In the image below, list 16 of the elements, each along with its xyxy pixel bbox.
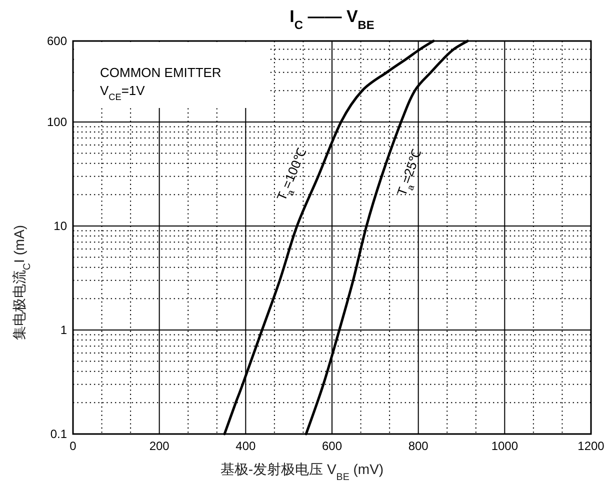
y-tick-label: 600 <box>46 34 68 48</box>
x-tick-label: 1000 <box>491 439 518 453</box>
y-tick-label: 1 <box>60 322 68 337</box>
y-tick-label: 100 <box>46 114 68 129</box>
x-tick-label: 1200 <box>578 439 605 453</box>
x-tick-label: 0 <box>70 439 77 453</box>
annotation: COMMON EMITTER <box>100 65 222 80</box>
x-tick-label: 600 <box>322 439 342 453</box>
y-tick-label: 0.1 <box>50 427 68 441</box>
chart-title: I$_{C}$ —— V$_{BE}$ <box>290 7 374 32</box>
annotation: V$_{CE}$=1V <box>100 83 146 102</box>
x-tick-label: 400 <box>236 439 256 453</box>
x-axis-title: 基极-发射极电压 V$_{BE}$ (mV) <box>220 461 384 482</box>
x-tick-label: 800 <box>408 439 429 453</box>
x-tick-label: 200 <box>149 439 170 453</box>
y-tick-label: 10 <box>54 218 68 233</box>
